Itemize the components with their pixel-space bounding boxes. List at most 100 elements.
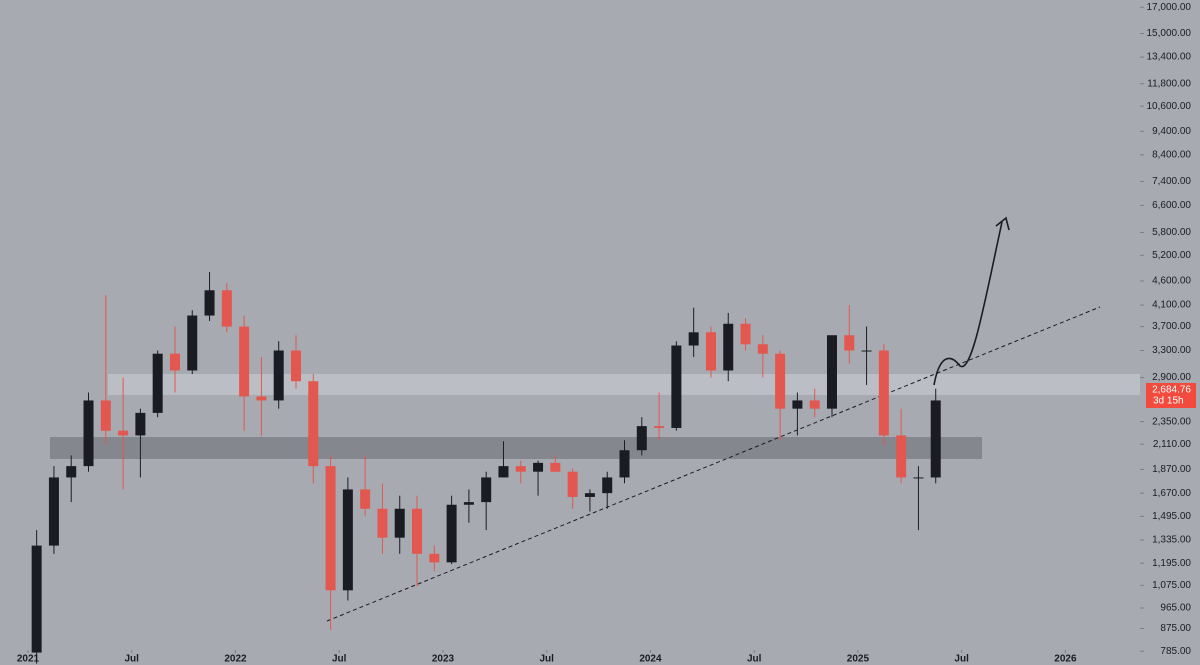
y-tick-label: 15,000.00	[1147, 28, 1192, 39]
candle-body	[152, 353, 163, 413]
candle-body	[688, 332, 699, 346]
y-tick-label: 11,800.00	[1147, 78, 1191, 89]
y-tick-label: 8,400.00	[1152, 150, 1191, 161]
candle-body	[515, 466, 526, 472]
y-tick-label: 10,600.00	[1147, 101, 1192, 112]
y-tick-label: 1,195.00	[1152, 558, 1191, 569]
resistance-zone	[108, 374, 1140, 395]
x-tick-label: 2022	[224, 654, 247, 665]
candle-body	[671, 345, 682, 428]
y-tick-label: 2,900.00	[1152, 372, 1191, 383]
candle-body	[239, 326, 250, 397]
x-tick-label: Jul	[954, 654, 969, 665]
x-tick-label: 2021	[17, 654, 40, 665]
candle-body	[377, 508, 388, 538]
candle-body	[896, 435, 907, 478]
support-zone	[50, 437, 982, 459]
candle-body	[135, 412, 146, 436]
candle-body	[83, 400, 94, 467]
y-tick-label: 9,400.00	[1152, 126, 1191, 137]
candle-body	[550, 462, 561, 472]
candle-body	[463, 502, 474, 505]
x-tick-label: 2025	[847, 654, 870, 665]
candle-body	[878, 350, 889, 436]
y-tick-label: 2,350.00	[1152, 416, 1191, 427]
candle-body	[636, 426, 647, 451]
candle-body	[567, 471, 578, 497]
y-tick-label: 17,000.00	[1147, 2, 1192, 13]
candle-body	[533, 462, 544, 472]
y-tick-label: 875.00	[1160, 623, 1191, 634]
candle-body	[654, 426, 665, 428]
candle-body	[619, 450, 630, 478]
candle-body	[930, 400, 941, 478]
x-tick-label: Jul	[747, 654, 762, 665]
trendline	[326, 306, 1101, 622]
candle-body	[481, 477, 492, 503]
y-tick-label: 1,870.00	[1152, 464, 1191, 475]
y-tick-label: 6,600.00	[1152, 200, 1191, 211]
candle-body	[118, 430, 129, 436]
candle-body	[705, 332, 716, 371]
candle-body	[429, 553, 440, 563]
candle-body	[169, 353, 180, 371]
x-tick-label: Jul	[539, 654, 554, 665]
candle-body	[394, 508, 405, 538]
candle-body	[757, 344, 768, 354]
candle-body	[446, 504, 457, 563]
candle-body	[584, 493, 595, 497]
y-tick-label: 4,100.00	[1152, 300, 1191, 311]
y-tick-label: 1,075.00	[1152, 580, 1191, 591]
y-tick-label: 965.00	[1160, 603, 1191, 614]
candle-body	[221, 290, 232, 327]
candle-body	[498, 466, 509, 478]
y-tick-label: 13,400.00	[1147, 52, 1192, 63]
y-tick-label: 1,335.00	[1152, 535, 1191, 546]
candle-body	[290, 350, 301, 382]
projection-arrow	[933, 221, 1003, 386]
y-tick-label: 1,670.00	[1152, 488, 1191, 499]
candle-body	[913, 477, 924, 479]
candle-body	[66, 466, 77, 478]
candle-body	[273, 350, 284, 401]
x-tick-label: Jul	[125, 654, 140, 665]
countdown: 3d 15h	[1153, 396, 1184, 407]
last-price-box	[1146, 383, 1196, 408]
x-tick-label: 2023	[432, 654, 455, 665]
y-tick-label: 4,600.00	[1152, 276, 1191, 287]
x-tick-label: 2024	[639, 654, 662, 665]
candle-body	[844, 335, 855, 351]
y-tick-label: 3,300.00	[1152, 345, 1191, 356]
y-tick-label: 5,800.00	[1152, 227, 1191, 238]
candle-body	[602, 477, 613, 494]
y-tick-label: 7,400.00	[1152, 176, 1191, 187]
y-tick-label: 785.00	[1160, 646, 1191, 657]
last-price-label: 2,684.76	[1152, 385, 1191, 396]
candle-body	[826, 335, 837, 409]
y-tick-label: 2,110.00	[1153, 439, 1192, 450]
candle-body	[342, 489, 353, 591]
candle-body	[775, 353, 786, 409]
candle-body	[412, 508, 423, 554]
candle-body	[31, 545, 42, 653]
plot	[31, 272, 941, 664]
y-tick-label: 5,200.00	[1152, 250, 1191, 261]
x-tick-label: Jul	[332, 654, 347, 665]
candle-body	[204, 290, 215, 316]
candle-body	[360, 489, 371, 509]
candle-body	[325, 466, 336, 591]
candle-body	[187, 315, 198, 371]
y-tick-label: 3,700.00	[1152, 321, 1191, 332]
candle-body	[861, 350, 872, 352]
candle-body	[100, 400, 111, 431]
arrow-head	[995, 216, 1010, 231]
candle-body	[48, 477, 59, 546]
candle-body	[792, 400, 803, 409]
candle-body	[723, 323, 734, 371]
y-tick-label: 1,495.00	[1152, 511, 1191, 522]
candle-body	[308, 381, 319, 467]
x-tick-label: 2026	[1054, 654, 1077, 665]
candle-body	[809, 400, 820, 409]
